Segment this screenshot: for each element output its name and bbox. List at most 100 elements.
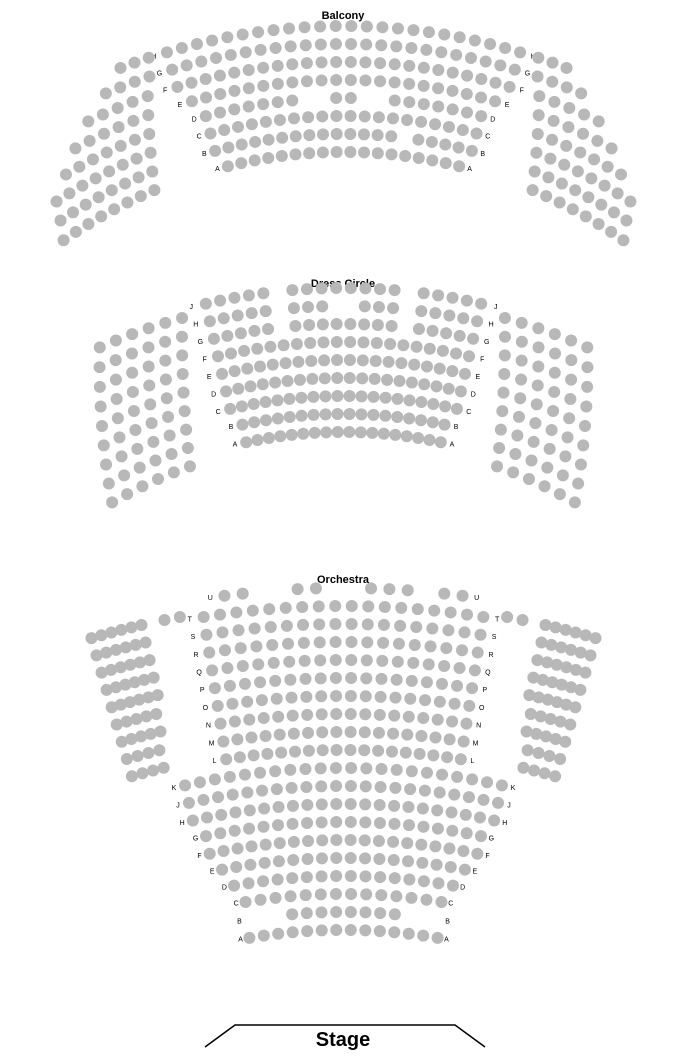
seat[interactable] bbox=[243, 877, 255, 889]
seat[interactable] bbox=[301, 283, 313, 295]
seat[interactable] bbox=[286, 94, 298, 106]
seat[interactable] bbox=[581, 361, 593, 373]
seat[interactable] bbox=[258, 821, 270, 833]
seat[interactable] bbox=[455, 753, 467, 765]
seat[interactable] bbox=[406, 765, 418, 777]
seat[interactable] bbox=[359, 726, 371, 738]
seat[interactable] bbox=[358, 128, 370, 140]
seat[interactable] bbox=[446, 825, 458, 837]
seat[interactable] bbox=[257, 62, 269, 74]
seat[interactable] bbox=[450, 347, 462, 359]
seat[interactable] bbox=[345, 20, 357, 32]
seat[interactable] bbox=[562, 431, 574, 443]
seat[interactable] bbox=[344, 744, 356, 756]
seat[interactable] bbox=[206, 664, 218, 676]
seat[interactable] bbox=[274, 430, 286, 442]
seat[interactable] bbox=[248, 749, 260, 761]
seat[interactable] bbox=[407, 24, 419, 36]
seat[interactable] bbox=[346, 618, 358, 630]
seat[interactable] bbox=[240, 436, 252, 448]
seat[interactable] bbox=[345, 726, 357, 738]
seat[interactable] bbox=[228, 292, 240, 304]
seat[interactable] bbox=[221, 662, 233, 674]
seat[interactable] bbox=[297, 619, 309, 631]
seat[interactable] bbox=[427, 325, 439, 337]
seat[interactable] bbox=[241, 363, 253, 375]
seat[interactable] bbox=[82, 115, 94, 127]
seat[interactable] bbox=[300, 673, 312, 685]
seat[interactable] bbox=[315, 780, 327, 792]
seat[interactable] bbox=[578, 108, 590, 120]
seat[interactable] bbox=[316, 56, 328, 68]
seat[interactable] bbox=[320, 426, 332, 438]
seat[interactable] bbox=[254, 360, 266, 372]
seat[interactable] bbox=[438, 28, 450, 40]
seat[interactable] bbox=[361, 636, 373, 648]
seat[interactable] bbox=[514, 392, 526, 404]
seat[interactable] bbox=[229, 716, 241, 728]
seat[interactable] bbox=[412, 134, 424, 146]
seat[interactable] bbox=[284, 411, 296, 423]
seat[interactable] bbox=[450, 49, 462, 61]
seat[interactable] bbox=[443, 843, 455, 855]
seat[interactable] bbox=[404, 783, 416, 795]
seat[interactable] bbox=[455, 385, 467, 397]
seat[interactable] bbox=[461, 827, 473, 839]
seat[interactable] bbox=[243, 932, 255, 944]
seat[interactable] bbox=[546, 57, 558, 69]
seat[interactable] bbox=[408, 359, 420, 371]
seat[interactable] bbox=[330, 798, 342, 810]
seat[interactable] bbox=[131, 443, 143, 455]
seat[interactable] bbox=[393, 375, 405, 387]
seat[interactable] bbox=[401, 430, 413, 442]
seat[interactable] bbox=[252, 26, 264, 38]
seat[interactable] bbox=[186, 95, 198, 107]
seat[interactable] bbox=[528, 436, 540, 448]
seat[interactable] bbox=[406, 377, 418, 389]
seat[interactable] bbox=[302, 727, 314, 739]
seat[interactable] bbox=[497, 387, 509, 399]
seat[interactable] bbox=[494, 59, 506, 71]
seat[interactable] bbox=[554, 753, 566, 765]
seat[interactable] bbox=[82, 218, 94, 230]
seat[interactable] bbox=[183, 797, 195, 809]
seat[interactable] bbox=[472, 647, 484, 659]
seat[interactable] bbox=[407, 657, 419, 669]
seat[interactable] bbox=[228, 67, 240, 79]
seat[interactable] bbox=[533, 341, 545, 353]
seat[interactable] bbox=[135, 619, 147, 631]
seat[interactable] bbox=[201, 812, 213, 824]
seat[interactable] bbox=[231, 733, 243, 745]
seat[interactable] bbox=[529, 417, 541, 429]
seat[interactable] bbox=[426, 154, 438, 166]
seat[interactable] bbox=[389, 872, 401, 884]
seat[interactable] bbox=[345, 690, 357, 702]
seat[interactable] bbox=[126, 367, 138, 379]
seat[interactable] bbox=[559, 450, 571, 462]
seat[interactable] bbox=[437, 345, 449, 357]
seat[interactable] bbox=[316, 870, 328, 882]
seat[interactable] bbox=[443, 383, 455, 395]
seat[interactable] bbox=[418, 287, 430, 299]
seat[interactable] bbox=[575, 87, 587, 99]
seat[interactable] bbox=[154, 726, 166, 738]
seat[interactable] bbox=[225, 347, 237, 359]
seat[interactable] bbox=[595, 199, 607, 211]
seat[interactable] bbox=[439, 419, 451, 431]
seat[interactable] bbox=[209, 682, 221, 694]
seat[interactable] bbox=[496, 779, 508, 791]
seat[interactable] bbox=[389, 782, 401, 794]
seat[interactable] bbox=[136, 767, 148, 779]
seat[interactable] bbox=[299, 21, 311, 33]
seat[interactable] bbox=[243, 289, 255, 301]
seat[interactable] bbox=[179, 779, 191, 791]
seat[interactable] bbox=[251, 343, 263, 355]
seat[interactable] bbox=[374, 925, 386, 937]
seat[interactable] bbox=[84, 135, 96, 147]
seat[interactable] bbox=[269, 675, 281, 687]
seat[interactable] bbox=[355, 408, 367, 420]
seat[interactable] bbox=[359, 74, 371, 86]
seat[interactable] bbox=[316, 74, 328, 86]
seat[interactable] bbox=[316, 282, 328, 294]
seat[interactable] bbox=[514, 46, 526, 58]
